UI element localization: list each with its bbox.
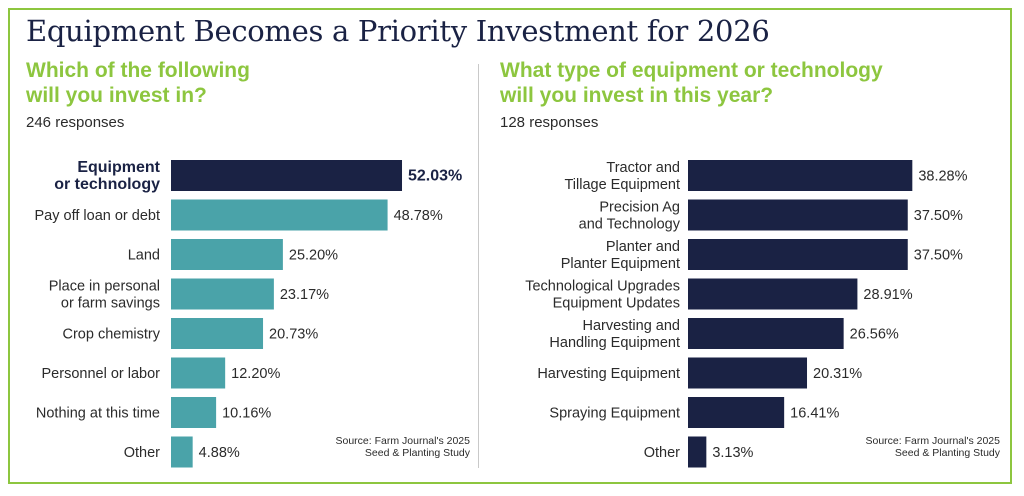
value-label-6: 12.20% — [231, 366, 280, 382]
value-label-6: 20.31% — [813, 366, 862, 382]
category-label-3: Planter and Planter Equipment — [561, 239, 680, 272]
category-label-2: Precision Ag and Technology — [579, 200, 681, 233]
category-label-8: Other — [124, 445, 160, 461]
value-label-3: 37.50% — [914, 248, 963, 264]
bar-5 — [688, 318, 844, 349]
bar-4 — [688, 278, 858, 310]
bar-1 — [171, 160, 403, 191]
value-label-2: 48.78% — [394, 208, 443, 224]
category-label-5: Crop chemistry — [63, 327, 161, 343]
category-label-2: Pay off loan or debt — [35, 208, 161, 224]
category-label-7: Nothing at this time — [36, 406, 160, 422]
right-responses-count: 128 responses — [500, 114, 599, 131]
bar-8 — [171, 436, 193, 468]
bar-6 — [171, 357, 226, 389]
category-label-6: Personnel or labor — [42, 366, 161, 382]
value-label-4: 28.91% — [863, 287, 912, 303]
bar-2 — [688, 199, 908, 231]
left-question-title: Which of the following will you invest i… — [26, 59, 250, 107]
category-label-1: Tractor and Tillage Equipment — [564, 160, 680, 193]
category-label-3: Land — [128, 248, 160, 264]
value-label-2: 37.50% — [914, 208, 963, 224]
bar-5 — [171, 318, 264, 349]
category-label-1: Equipment or technology — [54, 159, 160, 193]
value-label-1: 38.28% — [918, 169, 967, 185]
value-label-3: 25.20% — [289, 248, 338, 264]
value-label-1: 52.03% — [408, 168, 462, 185]
left-responses-count: 246 responses — [26, 114, 125, 131]
value-label-8: 4.88% — [199, 445, 240, 461]
category-label-4: Technological Upgrades Equipment Updates — [525, 279, 680, 312]
category-label-4: Place in personal or farm savings — [49, 279, 160, 312]
bar-3 — [171, 239, 283, 270]
right-question-title: What type of equipment or technology wil… — [500, 59, 883, 107]
left-bar-chart: 52.03% Equipment or technology 48.78% Pay of… — [35, 159, 462, 468]
category-label-7: Spraying Equipment — [549, 406, 680, 422]
value-label-8: 3.13% — [712, 445, 753, 461]
value-label-4: 23.17% — [280, 287, 329, 303]
value-label-7: 10.16% — [222, 406, 271, 422]
left-source-note: Source: Farm Journal's 2025 Seed & Plant… — [335, 435, 471, 459]
bar-2 — [171, 199, 388, 231]
left-panel: Which of the following will you invest i… — [26, 58, 470, 470]
value-label-5: 26.56% — [850, 327, 899, 343]
right-panel: What type of equipment or technology wil… — [500, 58, 1000, 470]
right-bar-chart: 38.28% Tractor and Tillage Equipment 37.50%… — [525, 160, 968, 468]
panel-divider — [478, 64, 479, 468]
category-label-5: Harvesting and Handling Equipment — [549, 318, 680, 351]
value-label-7: 16.41% — [790, 406, 839, 422]
right-source-note: Source: Farm Journal's 2025 Seed & Plant… — [865, 435, 1001, 459]
page-title: Equipment Becomes a Priority Investment … — [26, 14, 770, 48]
bar-7 — [688, 397, 785, 428]
value-label-5: 20.73% — [269, 327, 318, 343]
bar-4 — [171, 278, 274, 310]
category-label-6: Harvesting Equipment — [537, 366, 680, 382]
category-label-8: Other — [644, 445, 680, 461]
bar-8 — [688, 436, 707, 468]
bar-3 — [688, 239, 908, 270]
bar-6 — [688, 357, 808, 389]
bar-1 — [688, 160, 913, 191]
bar-7 — [171, 397, 217, 428]
